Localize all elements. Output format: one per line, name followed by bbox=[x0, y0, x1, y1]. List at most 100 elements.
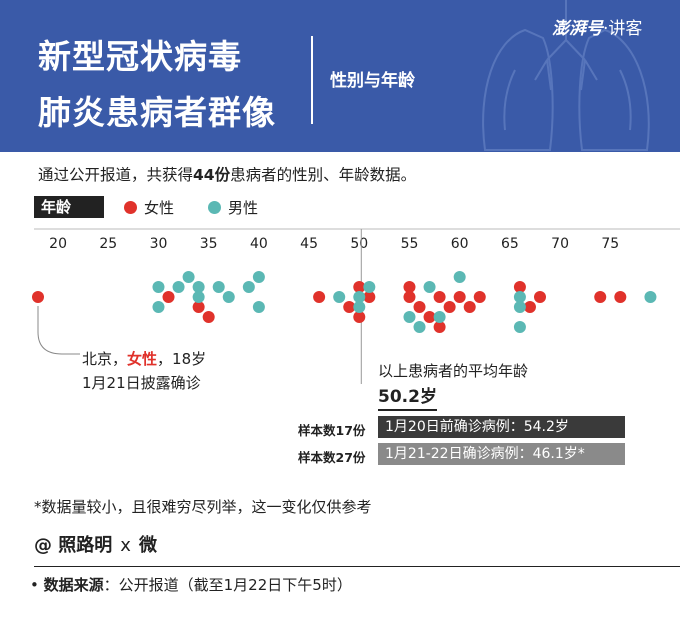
brand-sub: ·讲客 bbox=[603, 19, 643, 39]
female-point-7 bbox=[353, 311, 366, 323]
source-label: 数据来源 bbox=[43, 576, 104, 594]
intro-count: 44份 bbox=[193, 166, 231, 184]
ann-case-date: 1月21日披露确诊 bbox=[82, 374, 201, 392]
tick-label-20: 20 bbox=[49, 236, 67, 252]
source-text: ：公开报道（截至1月22日下午5时） bbox=[103, 576, 352, 594]
female-point-12 bbox=[423, 311, 436, 323]
male-point-7 bbox=[222, 291, 235, 303]
row-1-box: 1月20日前确诊病例：54.2岁 bbox=[378, 416, 625, 438]
footer-rule bbox=[34, 566, 680, 567]
female-point-16 bbox=[453, 291, 466, 303]
data-points bbox=[32, 271, 657, 333]
female-point-9 bbox=[403, 281, 416, 293]
row-1-label: 样本数17份 bbox=[298, 423, 366, 438]
female-point-8 bbox=[363, 291, 376, 303]
female-point-2 bbox=[192, 301, 205, 313]
tick-label-55: 55 bbox=[401, 236, 419, 252]
ann-case-gender: 女性 bbox=[127, 350, 158, 368]
female-point-17 bbox=[463, 301, 476, 313]
female-point-10 bbox=[403, 291, 416, 303]
male-point-19 bbox=[453, 271, 466, 283]
data-source: • 数据来源：公开报道（截至1月22日下午5时） bbox=[30, 576, 352, 594]
credit-x: x bbox=[120, 535, 131, 556]
tick-label-50: 50 bbox=[350, 236, 368, 252]
male-point-2 bbox=[172, 281, 185, 293]
male-point-5 bbox=[192, 291, 205, 303]
tick-label-75: 75 bbox=[601, 236, 619, 252]
tick-label-30: 30 bbox=[150, 236, 168, 252]
title-line-1: 新型冠状病毒 bbox=[38, 37, 242, 76]
annotation-average-label: 以上患病者的平均年龄 bbox=[378, 362, 529, 380]
intro-text: 通过公开报道，共获得44份患病者的性别、年龄数据。 bbox=[38, 163, 416, 185]
male-point-21 bbox=[513, 301, 526, 313]
ann-case-part1: 北京， bbox=[82, 350, 128, 368]
intro-prefix: 通过公开报道，共获得 bbox=[38, 166, 194, 184]
tick-label-60: 60 bbox=[451, 236, 469, 252]
male-point-20 bbox=[513, 291, 526, 303]
male-point-18 bbox=[433, 311, 446, 323]
male-point-23 bbox=[644, 291, 657, 303]
intro-suffix: 患病者的性别、年龄数据。 bbox=[230, 166, 417, 184]
lung-illustration bbox=[482, 0, 650, 151]
female-point-19 bbox=[513, 281, 526, 293]
row-2-label: 样本数27份 bbox=[298, 450, 366, 465]
male-point-3 bbox=[182, 271, 195, 283]
tick-label-45: 45 bbox=[300, 236, 318, 252]
brand-name: 澎湃号 bbox=[552, 19, 603, 39]
pointer-line bbox=[37, 306, 80, 355]
male-point-16 bbox=[413, 321, 426, 333]
credit: @ 照路明 x 微 bbox=[34, 531, 157, 557]
tick-label-70: 70 bbox=[551, 236, 569, 252]
legend-female: 女性 bbox=[124, 197, 174, 218]
male-point-22 bbox=[513, 321, 526, 333]
male-point-0 bbox=[152, 281, 165, 293]
header-banner: 新型冠状病毒 肺炎患病者群像 性别与年龄 澎湃号·讲客 bbox=[0, 0, 680, 152]
tick-label-25: 25 bbox=[99, 236, 117, 252]
row-2-box: 1月21-22日确诊病例：46.1岁* bbox=[378, 443, 625, 465]
male-point-6 bbox=[212, 281, 225, 293]
legend-female-label: 女性 bbox=[144, 199, 175, 217]
ann-case-age: ，18岁 bbox=[157, 350, 207, 368]
male-point-12 bbox=[353, 291, 366, 303]
legend-male-label: 男性 bbox=[228, 199, 259, 217]
credit-partner: 微 bbox=[138, 535, 157, 556]
female-point-15 bbox=[443, 301, 456, 313]
female-point-1 bbox=[162, 291, 175, 303]
header-divider bbox=[311, 36, 313, 124]
male-dot-icon bbox=[208, 201, 221, 214]
male-point-11 bbox=[333, 291, 346, 303]
male-point-13 bbox=[353, 301, 366, 313]
title-line-2: 肺炎患病者群像 bbox=[38, 93, 276, 132]
female-point-11 bbox=[413, 301, 426, 313]
female-point-22 bbox=[594, 291, 607, 303]
female-dot-icon bbox=[124, 201, 137, 214]
footnote: *数据量较小，且很难穷尽列举，这一变化仅供参考 bbox=[34, 498, 372, 516]
credit-author: @ 照路明 bbox=[34, 535, 113, 556]
female-point-21 bbox=[534, 291, 546, 303]
male-point-14 bbox=[363, 281, 376, 293]
female-point-18 bbox=[473, 291, 486, 303]
female-point-3 bbox=[202, 311, 215, 323]
female-point-6 bbox=[343, 301, 356, 313]
female-point-0 bbox=[32, 291, 44, 303]
tick-labels: 20 25 30 35 40 45 50 55 60 65 70 75 bbox=[49, 236, 619, 252]
male-point-9 bbox=[252, 271, 265, 283]
female-point-4 bbox=[313, 291, 326, 303]
female-point-20 bbox=[523, 301, 536, 313]
female-point-14 bbox=[433, 321, 446, 333]
male-point-1 bbox=[152, 301, 165, 313]
annotation-case: 北京，女性，18岁 1月21日披露确诊 bbox=[82, 347, 206, 395]
male-point-4 bbox=[192, 281, 205, 293]
female-point-13 bbox=[433, 291, 446, 303]
female-point-23 bbox=[614, 291, 627, 303]
male-point-17 bbox=[423, 281, 436, 293]
male-point-8 bbox=[242, 281, 255, 293]
brand-logo: 澎湃号·讲客 bbox=[552, 14, 642, 39]
age-axis-tag: 年龄 bbox=[34, 196, 104, 218]
tick-label-35: 35 bbox=[200, 236, 218, 252]
annotation-average-value: 50.2岁 bbox=[378, 382, 437, 411]
tick-label-65: 65 bbox=[501, 236, 519, 252]
age-scatter-chart: 20 25 30 35 40 45 50 55 60 65 70 75 bbox=[32, 228, 680, 384]
male-point-10 bbox=[252, 301, 265, 313]
subtitle: 性别与年龄 bbox=[330, 71, 415, 91]
